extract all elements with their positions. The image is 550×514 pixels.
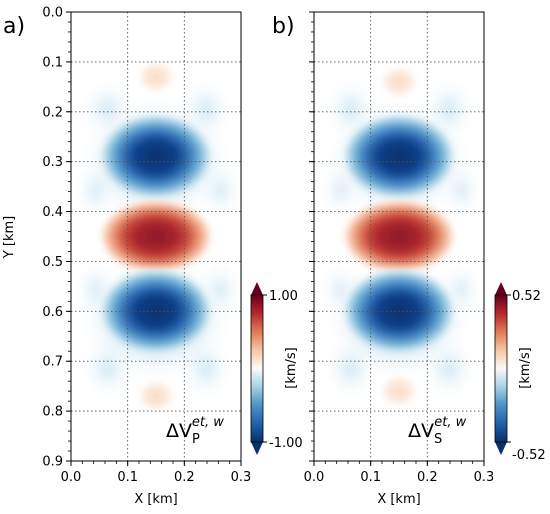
x-tick-label-a: 0.0: [61, 470, 82, 485]
x-tick-label-a: 0.3: [231, 470, 252, 485]
colorbar-a: 1.00 -1.00 [km/s]: [250, 282, 303, 455]
grid-a: [71, 12, 241, 461]
colorbar-a-label: [km/s]: [284, 347, 299, 389]
annotation-b: ΔVSet, w: [408, 415, 467, 447]
x-tick-label-a: 0.2: [174, 470, 195, 485]
heatmap-feature-b-1: [341, 112, 457, 201]
axes-frame-b: [313, 11, 485, 462]
panel-label-a: a): [3, 14, 25, 39]
y-tick-label-a: 0.0: [42, 6, 63, 21]
x-axis-label-a: X [km]: [134, 492, 177, 507]
colorbar-b: 0.52 -0.52 [km/s]: [494, 282, 546, 463]
colorbar-a-max: 1.00: [269, 289, 298, 304]
x-tick-label-b: 0.0: [304, 470, 325, 485]
y-tick-label-a: 0.5: [42, 255, 63, 270]
x-tick-label-b: 0.1: [360, 470, 381, 485]
colorbar-b-label: [km/s]: [518, 347, 533, 389]
y-axis-label-a: Y [km]: [2, 216, 17, 259]
y-tick-label-a: 0.3: [42, 155, 63, 170]
colorbar-a-min: -1.00: [269, 436, 303, 451]
y-tick-label-a: 0.8: [42, 405, 63, 420]
heatmap-feature-a-4: [136, 379, 176, 414]
heatmap-feature-b-2: [341, 198, 457, 275]
x-tick-label-b: 0.3: [474, 470, 495, 485]
heatmap-feature-b-0: [379, 64, 419, 99]
y-tick-label-a: 0.6: [42, 305, 63, 320]
y-tick-label-a: 0.2: [42, 105, 63, 120]
colorbar-b-max: 0.52: [512, 289, 541, 304]
panel-a: 0.0 0.1 0.2 0.3 0.0 0.1 0.2 0.3 0.4 0.5 0.6 0.7 0.8 0…: [2, 6, 251, 508]
heatmap-feature-b-4: [379, 374, 419, 409]
colorbar-b-min: -0.52: [512, 448, 546, 463]
panel-label-b: b): [272, 14, 295, 39]
panel-b: 0.0 0.1 0.2 0.3 X [km] b) ΔVSet, w: [272, 11, 495, 507]
x-tick-label-b: 0.2: [417, 470, 438, 485]
heatmap-feature-a-0: [136, 59, 176, 94]
heatmap-feature-a-2: [98, 198, 214, 275]
y-tick-label-a: 0.1: [42, 55, 63, 70]
heatmap-a: [78, 59, 238, 414]
annotation-a: ΔVPet, w: [166, 415, 224, 447]
x-tick-label-a: 0.1: [117, 470, 138, 485]
x-axis-label-b: X [km]: [377, 492, 420, 507]
y-tick-label-a: 0.4: [42, 205, 63, 220]
heatmap-feature-a-1: [98, 112, 214, 201]
grid-b: [314, 12, 484, 461]
y-tick-label-a: 0.7: [42, 355, 63, 370]
y-tick-label-a: 0.9: [42, 455, 63, 470]
heatmap-b: [325, 64, 477, 409]
axes-frame-a: [70, 11, 242, 462]
